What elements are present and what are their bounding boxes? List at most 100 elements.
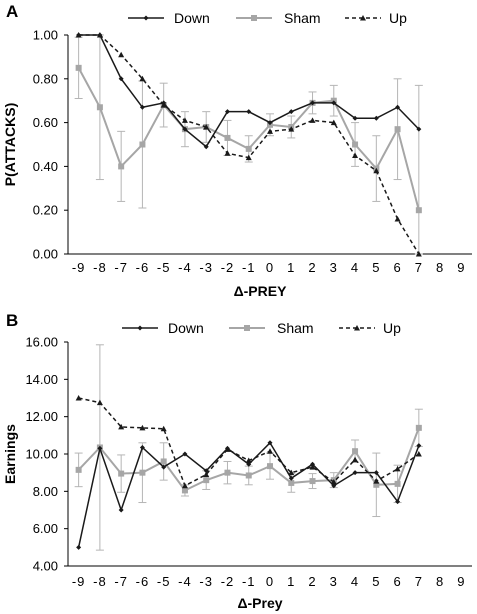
data-point-down	[203, 144, 209, 150]
x-tick-label: -8	[93, 574, 107, 589]
data-point-up	[415, 451, 422, 457]
x-tick-label: 0	[266, 574, 274, 589]
data-point-up	[267, 448, 273, 454]
data-point-up	[394, 215, 401, 222]
data-point-sham	[245, 145, 252, 152]
x-tick-label: 4	[351, 260, 359, 275]
x-tick-label: -4	[178, 260, 192, 275]
legend-marker-up	[360, 15, 366, 21]
x-tick-label: -4	[178, 574, 192, 589]
chart-panel-a: A 0.00 0.20 0.40 0.60 0.80 1.00 -9 -8 -7 -6 -5 -4 -3…	[2, 2, 472, 299]
data-point-sham	[139, 141, 146, 148]
data-point-sham	[394, 480, 401, 487]
legend-marker-up	[354, 325, 360, 331]
data-point-down	[97, 32, 103, 38]
data-point-sham	[203, 477, 210, 484]
data-point-sham	[75, 64, 82, 71]
legend-label-sham: Sham	[284, 10, 321, 26]
data-point-sham	[245, 472, 252, 479]
x-tick-label: 3	[330, 260, 338, 275]
y-axis-label: P(ATTACKS)	[2, 103, 18, 186]
x-tick-label: 2	[308, 260, 316, 275]
panel-label-a: A	[6, 2, 18, 21]
data-point-down	[182, 451, 188, 457]
x-tick-label: 7	[415, 260, 423, 275]
x-tick-label: 9	[457, 260, 465, 275]
data-point-down	[267, 440, 273, 446]
data-point-up	[245, 457, 252, 464]
data-point-up	[330, 119, 337, 126]
data-point-sham	[160, 458, 167, 465]
x-tick-label: 6	[393, 574, 401, 589]
x-tick-label: -9	[72, 260, 86, 275]
data-point-down	[97, 445, 103, 451]
data-point-down	[76, 544, 82, 550]
x-tick-label: 9	[457, 574, 465, 589]
data-point-sham	[352, 141, 359, 148]
x-axis-label: Δ-Prey	[237, 595, 282, 611]
legend-marker-sham	[244, 325, 250, 331]
y-tick-label: 10.00	[25, 447, 58, 462]
data-point-up	[309, 464, 316, 470]
y-tick-label: 8.00	[33, 484, 58, 499]
data-point-sham	[181, 487, 188, 494]
data-point-sham	[224, 134, 231, 141]
y-tick-label: 1.00	[33, 28, 58, 43]
x-tick-label: 8	[436, 574, 444, 589]
data-point-down	[395, 499, 401, 505]
data-point-up	[330, 479, 337, 485]
data-point-up	[96, 399, 103, 406]
data-point-down	[224, 445, 230, 451]
data-point-up	[203, 471, 210, 478]
data-point-up	[352, 456, 359, 463]
data-point-down	[352, 115, 358, 121]
data-point-down	[310, 100, 316, 106]
y-tick-label: 0.40	[33, 159, 58, 174]
data-point-sham	[373, 481, 380, 488]
y-tick-label: 14.00	[25, 372, 58, 387]
y-tick-label: 6.00	[33, 521, 58, 536]
data-point-down	[267, 120, 273, 126]
data-point-down	[203, 468, 209, 474]
data-point-up	[139, 424, 146, 431]
y-tick-label: 4.00	[33, 559, 58, 574]
x-tick-label: 4	[351, 574, 359, 589]
data-point-down	[224, 109, 230, 115]
chart-panel-b: B 4.00 6.00 8.00 10.00 12.00 14.00 16.00 -9 -8 -7…	[2, 311, 472, 611]
y-axis-label: Earnings	[2, 424, 18, 484]
data-point-up	[352, 152, 359, 158]
data-point-sham	[118, 470, 125, 477]
data-point-down	[310, 461, 316, 467]
data-point-up	[373, 478, 380, 484]
x-tick-label: -8	[93, 260, 107, 275]
x-tick-label: -7	[114, 260, 128, 275]
data-point-sham	[288, 479, 295, 486]
data-point-up	[75, 395, 82, 401]
data-point-up	[118, 51, 125, 58]
legend-label-up: Up	[389, 10, 407, 26]
x-tick-label: 6	[393, 260, 401, 275]
data-point-down	[352, 470, 358, 476]
x-tick-label: 5	[372, 574, 380, 589]
data-point-up	[373, 167, 380, 174]
data-point-sham	[394, 126, 401, 133]
data-point-down	[331, 483, 337, 489]
data-point-sham	[267, 463, 273, 470]
data-point-down	[395, 104, 401, 110]
data-point-down	[139, 444, 145, 450]
x-tick-label: 3	[330, 574, 338, 589]
y-tick-label: 0.80	[33, 71, 58, 86]
data-point-sham	[415, 207, 422, 214]
x-tick-label: -3	[199, 574, 213, 589]
data-point-down	[161, 100, 167, 106]
data-point-down	[246, 461, 252, 467]
series-line-down	[78, 34, 420, 148]
data-point-down	[373, 470, 379, 476]
x-tick-label: -3	[199, 260, 213, 275]
x-axis-label: Δ-PREY	[234, 283, 288, 299]
y-tick-label: 0.20	[33, 203, 58, 218]
y-tick-label: 12.00	[25, 409, 58, 424]
data-point-up	[181, 117, 188, 123]
data-point-sham	[118, 163, 125, 170]
